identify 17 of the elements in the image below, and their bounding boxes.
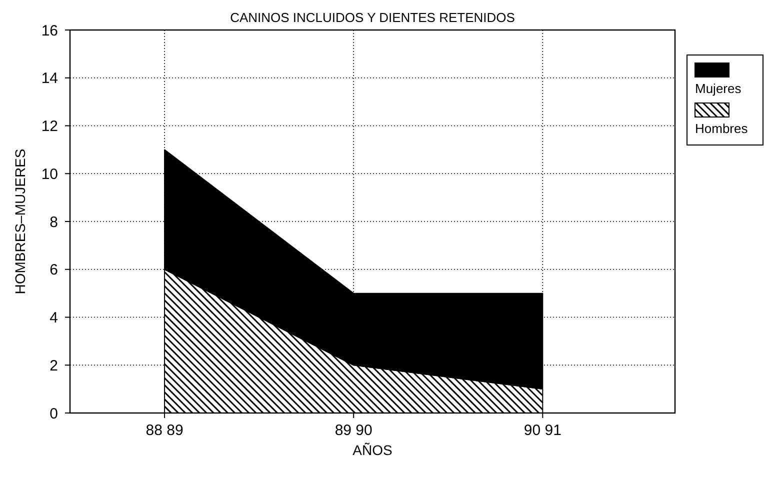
y-tick-label: 12 (41, 118, 58, 135)
y-tick-label: 4 (50, 310, 58, 326)
y-tick-label: 16 (41, 22, 58, 40)
y-tick-label: 10 (41, 166, 58, 183)
y-tick-label: 2 (50, 357, 58, 374)
x-tick-label: 88 89 (146, 422, 184, 439)
y-tick-label: 0 (50, 405, 58, 422)
y-tick-label: 14 (41, 70, 58, 88)
legend-label: Hombres (695, 121, 748, 136)
x-tick-label: 89 90 (334, 422, 372, 439)
chart-title: CANINOS INCLUIDOS Y DIENTES RETENIDOS (230, 10, 516, 25)
y-tick-label: 8 (50, 214, 58, 231)
x-axis-title: AÑOS (352, 442, 392, 458)
legend-label: Mujeres (695, 81, 742, 96)
x-tick-label: 90 91 (524, 422, 562, 439)
y-axis-title: HOMBRES–MUJERES (12, 148, 28, 294)
y-tick-label: 6 (50, 262, 58, 279)
